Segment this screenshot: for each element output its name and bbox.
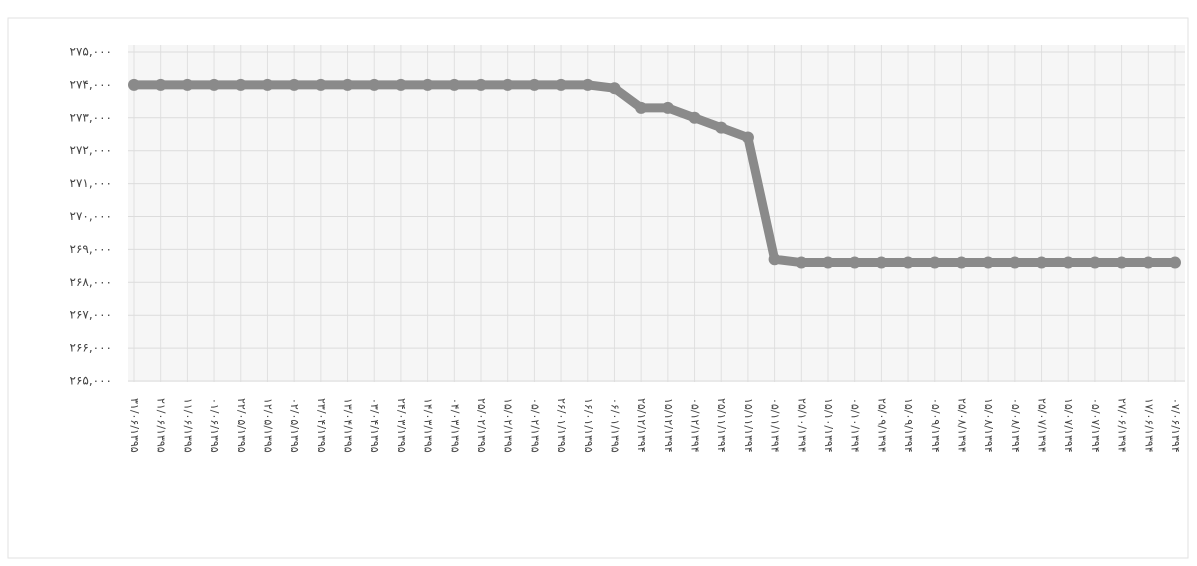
point [848, 256, 861, 269]
point [635, 101, 648, 114]
x-tick-label: ۰۵/۰۸/۱۳۹۴ [1009, 398, 1022, 453]
y-tick-label: ۲۷۱,۰۰۰ [70, 176, 113, 190]
point [1062, 256, 1075, 269]
point [208, 78, 221, 91]
point [822, 256, 834, 269]
x-tick-label: ۰۶/۰۱/۱۳۹۵ [608, 398, 621, 453]
x-tick-label: ۱۶/۰۱/۱۳۹۵ [582, 398, 595, 453]
x-tick-label: ۱۱/۰۶/۱۳۹۵ [181, 398, 194, 453]
x-tick-label: ۲۵/۱۱/۱۳۹۴ [715, 398, 728, 453]
x-tick-label: ۲۲/۰۵/۱۳۹۵ [235, 398, 248, 453]
x-tick-label: ۰۵/۱۱/۱۳۹۴ [769, 398, 782, 453]
point [875, 256, 888, 269]
x-tick-label: ۰۵/۰۹/۱۳۹۴ [929, 398, 942, 453]
x-tick-label: ۲۴/۰۳/۱۳۹۵ [395, 398, 408, 453]
x-tick-label: ۱۵/۰۹/۱۳۹۴ [902, 398, 915, 453]
y-tick-label: ۲۷۴,۰۰۰ [70, 77, 113, 91]
x-tick-label: ۰۵/۰۲/۱۳۹۵ [528, 398, 541, 453]
x-tick-label: ۱۵/۱۱/۱۳۹۴ [742, 398, 755, 453]
point [1142, 256, 1155, 269]
point [661, 101, 674, 114]
point [1088, 256, 1101, 269]
point [314, 78, 327, 91]
point [394, 78, 407, 91]
point [1035, 256, 1048, 269]
y-tick-label: ۲۶۹,۰۰۰ [70, 242, 113, 256]
point [1169, 256, 1181, 269]
y-tick-label: ۲۷۰,۰۰۰ [70, 209, 113, 223]
x-tick-label: ۲۳/۰۴/۱۳۹۵ [315, 398, 328, 453]
x-tick-label: ۲۵/۰۲/۱۳۹۵ [475, 398, 488, 453]
x-tick-label: ۱۵/۰۷/۱۳۹۴ [1062, 398, 1075, 453]
point [448, 78, 461, 91]
point [795, 256, 808, 269]
point [234, 78, 247, 91]
point [928, 256, 941, 269]
point [421, 78, 434, 91]
y-tick-label: ۲۷۳,۰۰۰ [70, 110, 113, 124]
x-tick-label: ۰۷/۰۶/۱۳۹۴ [1169, 398, 1182, 453]
y-tick-label: ۲۷۲,۰۰۰ [70, 143, 113, 157]
frame [7, 17, 1189, 559]
point [341, 78, 354, 91]
point [528, 78, 541, 91]
x-tick-label: ۲۵/۰۹/۱۳۹۴ [875, 398, 888, 453]
x-tick-label: ۰۴/۰۳/۱۳۹۵ [448, 398, 461, 453]
x-tick-label: ۳۱/۰۶/۱۳۹۵ [128, 398, 141, 453]
x-tick-label: ۲۶/۰۱/۱۳۹۵ [555, 398, 568, 453]
point [581, 78, 594, 91]
x-tick-label: ۰۲/۰۵/۱۳۹۵ [288, 398, 301, 453]
x-tick-label: ۲۵/۱۲/۱۳۹۴ [635, 398, 648, 453]
point [261, 78, 274, 91]
point [128, 78, 140, 91]
x-tick-label: ۲۵/۱۰/۱۳۹۴ [795, 398, 808, 453]
point [501, 78, 514, 91]
x-tick-label: ۰۳/۰۴/۱۳۹۵ [368, 398, 381, 453]
point [555, 78, 568, 91]
x-tick-label: ۱۵/۱۰/۱۳۹۴ [822, 398, 835, 453]
x-tick-label: ۰۱/۰۶/۱۳۹۵ [208, 398, 221, 453]
x-tick-label: ۱۲/۰۵/۱۳۹۵ [261, 398, 274, 453]
y-tick-label: ۲۶۵,۰۰۰ [70, 374, 113, 388]
x-tick-label: ۱۴/۰۳/۱۳۹۵ [422, 398, 435, 453]
line [129, 80, 1180, 268]
point [288, 78, 301, 91]
x-tick-label: ۲۵/۰۸/۱۳۹۴ [955, 398, 968, 453]
x-tick-label: ۰۵/۰۷/۱۳۹۴ [1089, 398, 1102, 453]
point [741, 131, 754, 144]
point [368, 78, 381, 91]
x-tick-label: ۱۵/۰۲/۱۳۹۵ [502, 398, 515, 453]
x-tick-label: ۱۵/۰۸/۱۳۹۴ [982, 398, 995, 453]
x-tick-label: ۲۱/۰۶/۱۳۹۵ [155, 398, 168, 453]
point [688, 111, 701, 124]
x-tick-label: ۱۷/۰۶/۱۳۹۴ [1142, 398, 1155, 453]
x-tick-label: ۱۳/۰۴/۱۳۹۵ [342, 398, 355, 453]
x-tick-label: ۱۵/۱۲/۱۳۹۴ [662, 398, 675, 453]
point [955, 256, 968, 269]
x-tick-label: ۲۷/۰۶/۱۳۹۴ [1116, 398, 1129, 453]
point [181, 78, 194, 91]
x-tick-label: ۲۵/۰۷/۱۳۹۴ [1036, 398, 1049, 453]
point [902, 256, 915, 269]
point [768, 253, 781, 266]
y-tick-label: ۲۶۷,۰۰۰ [70, 308, 113, 322]
y-tick-label: ۲۶۶,۰۰۰ [70, 341, 113, 355]
plot-area [128, 45, 1185, 382]
x-tick-label: ۰۵/۱۰/۱۳۹۴ [849, 398, 862, 453]
y-tick-label: ۲۷۵,۰۰۰ [70, 45, 113, 59]
point [982, 256, 995, 269]
x-tick-label: ۰۵/۱۲/۱۳۹۴ [689, 398, 702, 453]
point [154, 78, 167, 91]
point [1115, 256, 1128, 269]
y-tick-label: ۲۶۸,۰۰۰ [70, 275, 113, 289]
point [608, 82, 621, 95]
point [715, 121, 728, 134]
point [1008, 256, 1021, 269]
point [475, 78, 487, 91]
